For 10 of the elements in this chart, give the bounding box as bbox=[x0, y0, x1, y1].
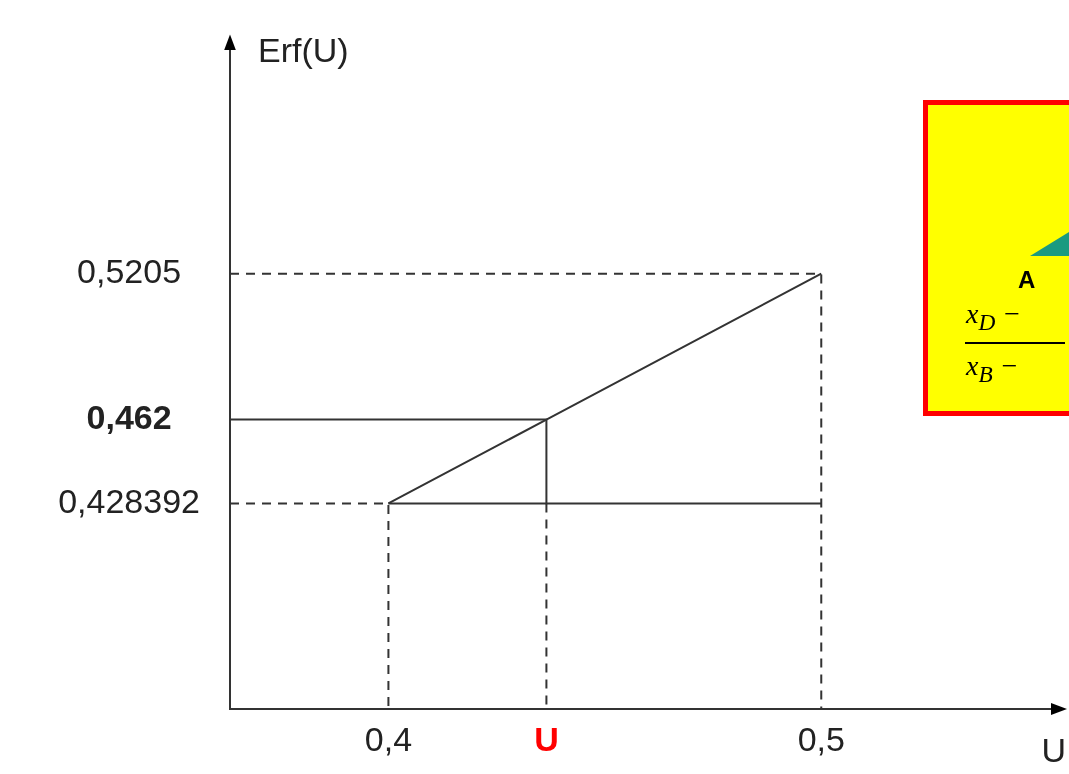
x-tick-label: U bbox=[534, 719, 559, 758]
x-tick-label: 0,4 bbox=[364, 719, 413, 758]
y-tick-label: 0,462 bbox=[86, 397, 172, 436]
y-tick-label: 0,5205 bbox=[77, 252, 182, 291]
y-tick-label: 0,428392 bbox=[58, 481, 200, 520]
annotation: x$_{D}$ − bbox=[966, 298, 1022, 336]
y-axis-title: Erf(U) bbox=[258, 30, 349, 69]
x-tick-label: 0,5 bbox=[797, 719, 845, 758]
annotation: A bbox=[1018, 266, 1036, 294]
annotation: x$_{B}$ − bbox=[966, 350, 1019, 388]
